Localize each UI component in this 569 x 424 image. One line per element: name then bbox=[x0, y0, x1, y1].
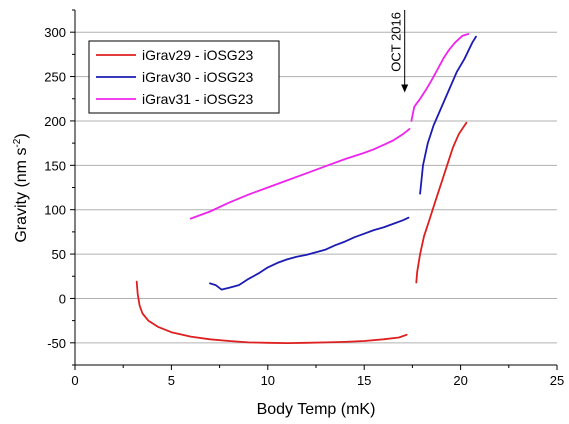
legend-label-igrav30: iGrav30 - iOSG23 bbox=[142, 69, 253, 85]
series-line-2-segment-1 bbox=[209, 216, 410, 291]
annotation-text: OCT 2016 bbox=[389, 12, 404, 72]
series-line-3-segment-2 bbox=[410, 33, 470, 122]
y-axis-title-close: ) bbox=[13, 133, 30, 138]
y-tick-label-50: 50 bbox=[52, 247, 66, 262]
series-line-1-segment-2 bbox=[415, 121, 468, 284]
series-layer bbox=[135, 33, 477, 345]
legend: iGrav29 - iOSG23 iGrav30 - iOSG23 iGrav3… bbox=[88, 40, 280, 114]
x-tick-label-15: 15 bbox=[357, 373, 371, 388]
x-axis-title: Body Temp (mK) bbox=[257, 401, 376, 418]
x-tick-label-20: 20 bbox=[453, 373, 467, 388]
y-tick-label-0: 0 bbox=[59, 291, 66, 306]
annotation-arrow-head bbox=[401, 84, 409, 93]
series-line-1-segment-1 bbox=[135, 280, 408, 345]
x-tick-label-0: 0 bbox=[71, 373, 78, 388]
y-tick-label-200: 200 bbox=[44, 114, 66, 129]
y-tick-label-150: 150 bbox=[44, 158, 66, 173]
x-tick-label-25: 25 bbox=[550, 373, 564, 388]
y-tick-label-300: 300 bbox=[44, 25, 66, 40]
legend-label-igrav29: iGrav29 - iOSG23 bbox=[142, 47, 253, 63]
legend-label-igrav31: iGrav31 - iOSG23 bbox=[142, 91, 253, 107]
annotation-oct-2016: OCT 2016 bbox=[389, 10, 409, 93]
x-tick-label-10: 10 bbox=[261, 373, 275, 388]
y-tick-label-250: 250 bbox=[44, 70, 66, 85]
series-line-2-segment-2 bbox=[419, 35, 477, 195]
ticks: 0 5 10 15 20 25 -50 0 50 100 150 200 250 300 bbox=[44, 9, 564, 388]
series-line-3-segment-1 bbox=[189, 127, 411, 220]
x-tick-label-5: 5 bbox=[168, 373, 175, 388]
y-tick-label--50: -50 bbox=[47, 336, 66, 351]
y-axis-title-main: Gravity (nm s bbox=[13, 148, 30, 243]
y-tick-label-100: 100 bbox=[44, 203, 66, 218]
y-axis-title-sup: -2 bbox=[12, 138, 23, 147]
y-axis-title: Gravity (nm s-2) bbox=[12, 133, 30, 242]
